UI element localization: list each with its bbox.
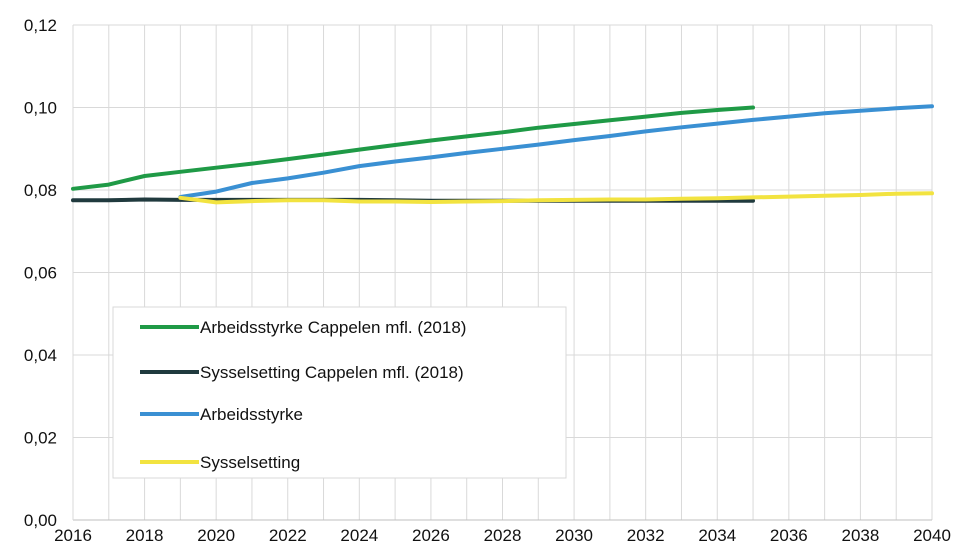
legend-box [112, 306, 567, 479]
y-tick-label: 0,12 [24, 16, 57, 35]
x-tick-label: 2022 [269, 526, 307, 545]
x-tick-label: 2024 [340, 526, 378, 545]
x-tick-label: 2032 [627, 526, 665, 545]
series-lines [71, 104, 934, 205]
x-tick-label: 2040 [913, 526, 951, 545]
x-tick-label: 2020 [197, 526, 235, 545]
x-tick-label: 2016 [54, 526, 92, 545]
series-line [71, 105, 755, 191]
y-tick-label: 0,08 [24, 181, 57, 200]
x-tick-label: 2028 [484, 526, 522, 545]
legend-label: Sysselsetting Cappelen mfl. (2018) [200, 363, 464, 382]
legend-label: Arbeidsstyrke Cappelen mfl. (2018) [200, 318, 466, 337]
x-tick-label: 2038 [842, 526, 880, 545]
axes: 0,00 0,02 0,04 0,06 0,08 0,10 0,12 2016 2018 2020… [24, 16, 951, 545]
x-tick-label: 2026 [412, 526, 450, 545]
y-tick-label: 0,04 [24, 346, 57, 365]
legend: Arbeidsstyrke Cappelen mfl. (2018) Syssel… [112, 306, 567, 479]
y-tick-label: 0,02 [24, 429, 57, 448]
series-line [178, 191, 934, 205]
y-tick-label: 0,00 [24, 511, 57, 530]
y-tick-label: 0,10 [24, 99, 57, 118]
legend-label: Sysselsetting [200, 453, 300, 472]
y-tick-label: 0,06 [24, 264, 57, 283]
legend-label: Arbeidsstyrke [200, 405, 303, 424]
x-tick-label: 2018 [126, 526, 164, 545]
x-tick-label: 2030 [555, 526, 593, 545]
x-tick-label: 2034 [698, 526, 736, 545]
x-tick-label: 2036 [770, 526, 808, 545]
series-line [178, 104, 934, 199]
